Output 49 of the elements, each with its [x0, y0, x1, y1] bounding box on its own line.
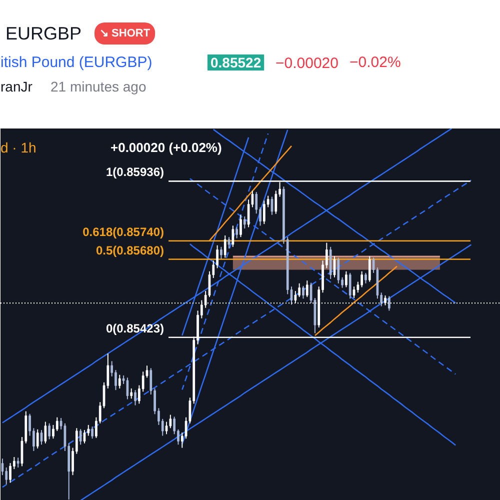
candlestick: [388, 296, 390, 312]
candlestick: [224, 234, 226, 258]
candlestick: [48, 422, 51, 440]
text: −0.02%: [350, 54, 401, 71]
candlestick: [16, 457, 20, 468]
candlestick: [91, 426, 94, 440]
text: −0.00020: [276, 55, 338, 72]
candlestick: [106, 353, 110, 389]
candlestick: [114, 370, 117, 391]
candlestick: [274, 190, 278, 214]
text: d · 1h: [0, 140, 36, 156]
candlestick: [368, 256, 371, 282]
candlestick: [52, 424, 54, 440]
candlestick: [220, 246, 222, 260]
candlestick: [298, 282, 301, 298]
candlestick: [348, 272, 352, 300]
annotation: 0.5(0.85680): [96, 243, 164, 258]
text: 21 minutes ago: [50, 78, 146, 94]
candlestick: [9, 462, 12, 484]
annotation: 0.618(0.85740): [82, 224, 164, 239]
candlestick: [36, 428, 39, 449]
text: 1(0.85936): [106, 165, 164, 180]
candlestick: [130, 388, 133, 400]
candlestick: [232, 225, 234, 248]
candlestick: [360, 270, 364, 288]
candlestick: [169, 414, 172, 429]
candlestick: [240, 214, 242, 238]
candlestick: [79, 428, 82, 446]
candlestick: [306, 280, 308, 298]
candlestick: [44, 421, 47, 444]
candlestick: [1, 458, 4, 476]
candlestick: [118, 374, 121, 389]
candlestick: [134, 390, 136, 406]
candlestick: [337, 257, 340, 284]
candlestick: [165, 421, 168, 435]
candlestick: [5, 466, 8, 485]
text: ranJr: [0, 78, 33, 94]
chart-title: EURGBP: [6, 24, 82, 44]
candlestick: [302, 285, 304, 300]
text: ↘ SHORT: [100, 28, 150, 40]
candlestick: [243, 216, 246, 229]
text: +0.00020 (+0.02%): [110, 140, 222, 155]
candlestick: [345, 270, 348, 288]
candlestick: [126, 377, 129, 400]
candlestick: [262, 200, 266, 225]
chart-subtitle: itish Pound (EURGBP): [0, 54, 152, 71]
candlestick: [364, 272, 367, 284]
text: 0.85522: [210, 54, 262, 70]
candlestick: [236, 226, 238, 239]
